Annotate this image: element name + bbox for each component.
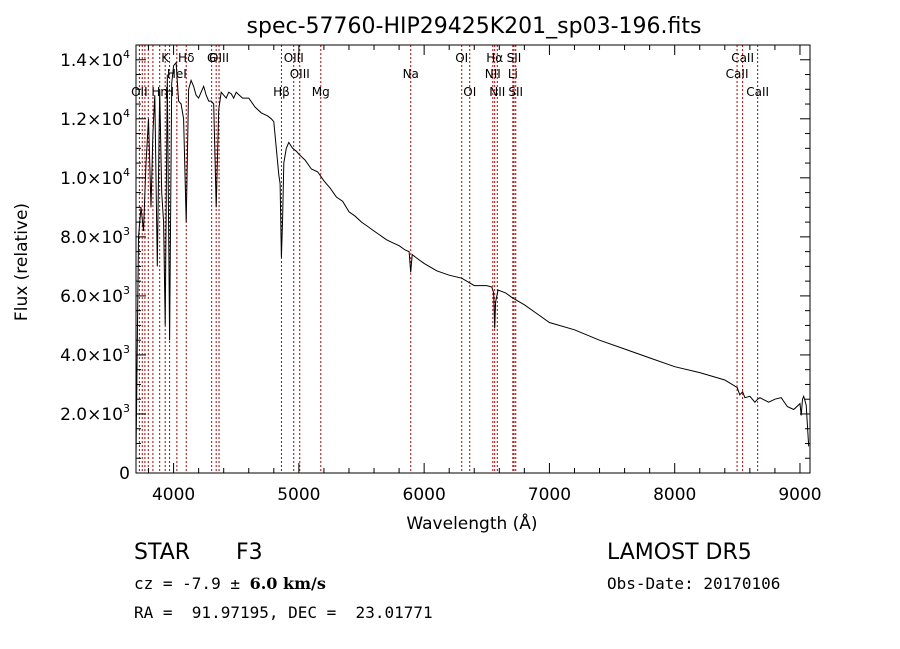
line-label: Hα xyxy=(486,51,503,65)
line-label: Na xyxy=(403,67,419,81)
line-label: H xyxy=(165,85,174,99)
y-tick-mantissa: 1.0×10 xyxy=(60,169,123,189)
chart-title: spec-57760-HIP29425K201_sp03-196.fits xyxy=(247,14,702,39)
line-label: NII xyxy=(485,67,501,81)
y-tick-exponent: 3 xyxy=(123,402,130,415)
y-tick-mantissa: 2.0×10 xyxy=(60,405,123,425)
emission-line-markers xyxy=(138,45,759,473)
redshift-prefix: cz = -7.9 ± xyxy=(134,574,250,593)
y-tick-mantissa: 0 xyxy=(119,464,130,484)
y-tick-mantissa: 4.0×10 xyxy=(60,346,123,366)
line-label: Li xyxy=(508,67,518,81)
y-tick-label: 8.0×103 xyxy=(60,225,130,248)
x-tick-label: 9000 xyxy=(778,485,821,505)
line-label: CaII xyxy=(731,51,754,65)
y-tick-label: 1.2×104 xyxy=(60,107,130,130)
plot-frame xyxy=(135,44,811,474)
observation-date: Obs-Date: 20170106 xyxy=(607,574,781,593)
y-tick-label: 6.0×103 xyxy=(60,284,130,307)
y-axis-ticks: 02.0×1034.0×1036.0×1038.0×1031.0×1041.2×… xyxy=(60,44,810,484)
survey-name: LAMOST DR5 xyxy=(607,540,752,565)
redshift-row: cz = -7.9 ± 6.0 km/s xyxy=(134,574,326,593)
y-tick-exponent: 3 xyxy=(123,343,130,356)
y-tick-exponent: 3 xyxy=(123,284,130,297)
spectrum-line xyxy=(135,61,810,459)
line-label: Hδ xyxy=(178,51,194,65)
object-class: STAR xyxy=(134,540,191,565)
x-axis-ticks: 4000 5000 6000 7000 8000 9000 xyxy=(148,45,822,505)
y-tick-label: 0 xyxy=(119,464,130,484)
line-label: NII xyxy=(489,85,505,99)
line-label: Hβ xyxy=(273,85,290,99)
x-tick-label: 7000 xyxy=(528,485,571,505)
line-label: CaII xyxy=(746,85,769,99)
y-tick-label: 1.4×104 xyxy=(60,48,130,71)
line-label: OII xyxy=(131,85,148,99)
y-tick-exponent: 4 xyxy=(123,166,130,179)
line-label: OIII xyxy=(284,51,304,65)
y-tick-exponent: 4 xyxy=(123,107,130,120)
y-tick-label: 1.0×104 xyxy=(60,166,130,189)
x-tick-label: 8000 xyxy=(653,485,696,505)
redshift-error: 6.0 km/s xyxy=(249,574,326,593)
x-tick-label: 5000 xyxy=(277,485,320,505)
line-label: OIII xyxy=(290,67,310,81)
y-tick-label: 2.0×103 xyxy=(60,402,130,425)
x-tick-label: 6000 xyxy=(403,485,446,505)
line-label: SII xyxy=(508,85,523,99)
coordinates: RA = 91.97195, DEC = 23.01771 xyxy=(134,603,433,622)
y-tick-exponent: 3 xyxy=(123,225,130,238)
x-axis-label: Wavelength (Å) xyxy=(406,512,537,534)
line-label: OI xyxy=(463,85,476,99)
y-tick-mantissa: 8.0×10 xyxy=(60,228,123,248)
y-tick-label: 4.0×103 xyxy=(60,343,130,366)
y-tick-exponent: 4 xyxy=(123,48,130,61)
line-label: Mg xyxy=(312,85,330,99)
y-tick-mantissa: 1.4×10 xyxy=(60,51,123,71)
line-label: OI xyxy=(455,51,468,65)
line-label: SII xyxy=(507,51,522,65)
line-label: CaII xyxy=(726,67,749,81)
y-tick-mantissa: 6.0×10 xyxy=(60,287,123,307)
x-tick-label: 4000 xyxy=(152,485,195,505)
line-label: K xyxy=(161,51,170,65)
line-label: G xyxy=(207,51,216,65)
line-label: OIII xyxy=(209,51,229,65)
y-tick-mantissa: 1.2×10 xyxy=(60,110,123,130)
y-axis-label: Flux (relative) xyxy=(12,203,32,321)
object-subclass: F3 xyxy=(236,540,263,565)
